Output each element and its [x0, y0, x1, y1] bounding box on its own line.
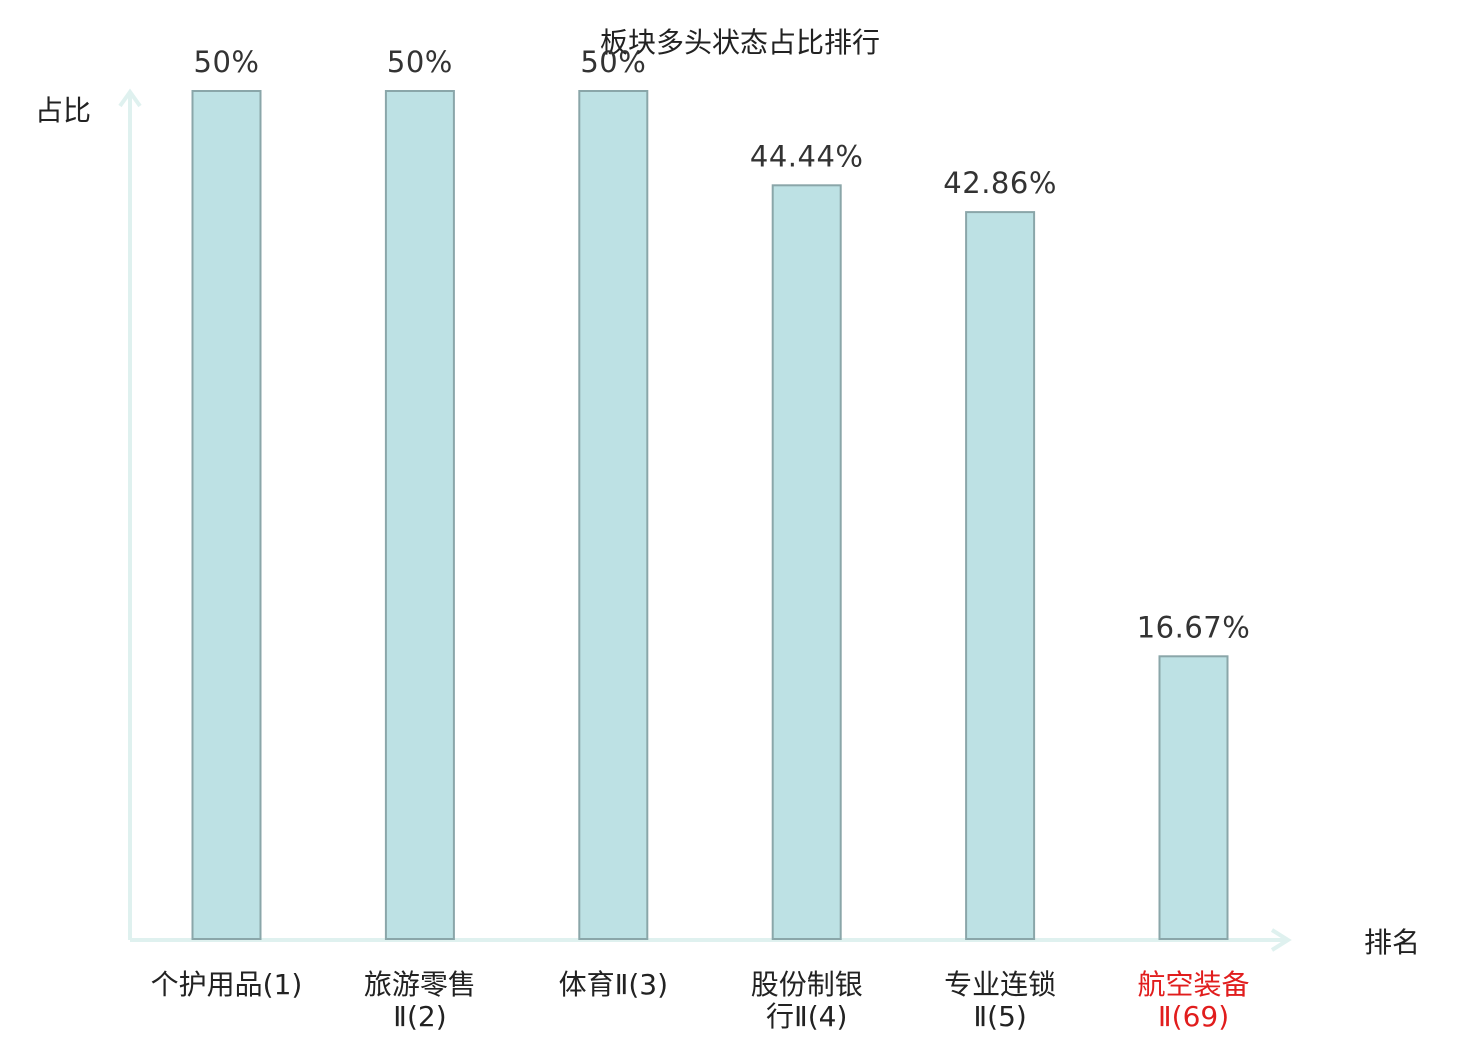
axes	[118, 88, 1292, 952]
chart-title: 板块多头状态占比排行	[600, 26, 880, 59]
value-label-5: 42.86%	[943, 166, 1057, 200]
category-label-line: 专业连锁	[944, 968, 1056, 1001]
bar-2	[384, 90, 455, 940]
value-label-2: 50%	[387, 45, 453, 79]
category-label-line: Ⅱ(5)	[973, 1000, 1026, 1033]
category-label-line: 个护用品(1)	[151, 968, 303, 1001]
bar-5	[965, 211, 1036, 941]
category-label-line: 旅游零售	[364, 968, 476, 1001]
bar-3	[578, 90, 649, 940]
category-label-line: 体育Ⅱ(3)	[559, 968, 668, 1001]
y-axis-label: 占比	[35, 94, 91, 127]
category-label-6: 航空装备 Ⅱ(69)	[1137, 968, 1249, 1033]
category-label-5: 专业连锁 Ⅱ(5)	[944, 968, 1056, 1033]
category-label-line: 股份制银	[751, 968, 863, 1001]
x-axis-label: 排名	[1364, 926, 1420, 959]
value-label-1: 50%	[194, 45, 260, 79]
category-label-line: 行Ⅱ(4)	[766, 1000, 847, 1033]
category-label-line: Ⅱ(2)	[393, 1000, 446, 1033]
category-label-2: 旅游零售 Ⅱ(2)	[364, 968, 476, 1033]
category-label-4: 股份制银行Ⅱ(4)	[751, 968, 863, 1033]
value-label-4: 44.44%	[750, 139, 864, 173]
bar-1	[191, 90, 262, 940]
bar-6	[1158, 655, 1229, 940]
category-label-3: 体育Ⅱ(3)	[559, 968, 668, 1001]
y-axis-arrow-icon	[118, 88, 142, 108]
bars-group	[191, 90, 1229, 941]
category-labels-group: 个护用品(1) 旅游零售 Ⅱ(2) 体育Ⅱ(3) 股份制银行Ⅱ(4) 专业连锁 Ⅱ(5) 航空…	[151, 968, 1250, 1033]
value-label-6: 16.67%	[1137, 610, 1251, 644]
category-label-1: 个护用品(1)	[151, 968, 303, 1001]
category-label-line: 航空装备	[1137, 968, 1249, 1001]
value-label-3: 50%	[580, 45, 646, 79]
x-axis-arrow-icon	[1270, 928, 1292, 952]
category-label-line: Ⅱ(69)	[1158, 1000, 1229, 1033]
bar-4	[771, 184, 842, 941]
value-labels-group: 50% 50% 50% 44.44% 42.86% 16.67%	[194, 45, 1251, 644]
